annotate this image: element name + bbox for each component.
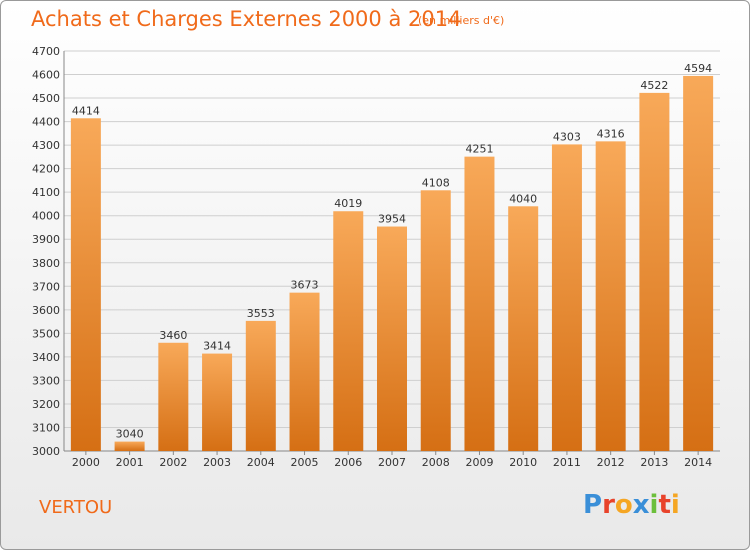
y-tick-label: 3900 [32,233,60,246]
bar-value-label: 3553 [247,307,275,320]
commune-name: VERTOU [39,497,113,518]
bar[interactable] [595,141,626,451]
y-tick-label: 3000 [32,445,60,458]
y-tick-label: 3400 [32,351,60,364]
chart-title: Achats et Charges Externes 2000 à 2014 [31,7,462,31]
label-layer: 3000 3100 3200 3300 3400 3500 3600 3700 3800 3900… [32,45,712,469]
bar[interactable] [508,206,539,451]
bar-value-label: 4414 [72,104,100,117]
y-tick-label: 3700 [32,280,60,293]
bar-value-label: 3673 [291,279,319,292]
proxiti-logo[interactable]: Proxiti [583,490,680,520]
logo-letter: P [583,490,603,520]
logo-letter: t [658,490,671,520]
bar[interactable] [245,320,276,451]
bar[interactable] [70,118,101,451]
logo-letter: i [649,490,659,520]
y-tick-label: 4700 [32,45,60,58]
x-tick-label: 2003 [203,456,231,469]
bar-layer [70,75,714,452]
y-tick-label: 4600 [32,69,60,82]
bar-value-label: 4040 [509,192,537,205]
bar-value-label: 3414 [203,340,231,353]
logo-letter: x [632,490,650,520]
y-tick-label: 4400 [32,116,60,129]
bar[interactable] [420,190,451,451]
bar[interactable] [114,441,145,451]
bar[interactable] [551,144,582,452]
bar[interactable] [289,292,320,451]
y-tick-label: 4200 [32,163,60,176]
x-tick-label: 2010 [509,456,537,469]
bar-value-label: 3460 [159,329,187,342]
bar-value-label: 3954 [378,213,406,226]
x-tick-label: 2002 [159,456,187,469]
bar[interactable] [377,226,407,451]
bar-value-label: 4316 [597,127,625,140]
x-tick-label: 2009 [465,456,493,469]
y-tick-label: 4500 [32,92,60,105]
x-tick-label: 2006 [334,456,362,469]
bar-value-label: 4522 [640,79,668,92]
y-tick-label: 3200 [32,398,60,411]
y-tick-label: 4100 [32,186,60,199]
y-tick-label: 3600 [32,304,60,317]
x-tick-label: 2014 [684,456,712,469]
logo-letter: o [614,490,633,520]
bar-value-label: 3040 [116,428,144,441]
bar[interactable] [683,75,714,452]
bar-value-label: 4303 [553,130,581,143]
x-tick-label: 2013 [640,456,668,469]
y-tick-label: 4000 [32,210,60,223]
x-tick-label: 2005 [291,456,319,469]
bar-value-label: 4108 [422,176,450,189]
y-tick-label: 3500 [32,327,60,340]
x-tick-label: 2004 [247,456,275,469]
logo-letter: r [602,490,615,520]
bar[interactable] [158,342,189,451]
bar[interactable] [333,211,364,451]
x-tick-label: 2000 [72,456,100,469]
y-tick-label: 3800 [32,257,60,270]
y-tick-label: 3300 [32,374,60,387]
chart-subtitle: (en milliers d'€) [418,14,505,27]
x-tick-label: 2012 [597,456,625,469]
x-tick-label: 2008 [422,456,450,469]
x-tick-label: 2007 [378,456,406,469]
bar-value-label: 4019 [334,197,362,210]
bar[interactable] [639,92,670,451]
logo-letter: i [670,490,680,520]
bar[interactable] [202,353,233,451]
x-tick-label: 2011 [553,456,581,469]
bar-value-label: 4251 [465,143,493,156]
x-tick-label: 2001 [116,456,144,469]
y-tick-label: 4300 [32,139,60,152]
bar[interactable] [464,156,495,451]
bar-value-label: 4594 [684,62,712,75]
y-tick-label: 3100 [32,421,60,434]
